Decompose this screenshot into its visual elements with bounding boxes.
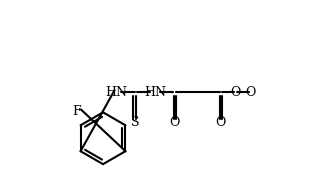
- Text: F: F: [72, 105, 80, 118]
- Text: O: O: [246, 86, 256, 99]
- Text: O: O: [215, 116, 225, 129]
- Text: O: O: [230, 86, 241, 99]
- Text: HN: HN: [106, 86, 128, 99]
- Text: HN: HN: [144, 86, 166, 99]
- Text: O: O: [169, 116, 179, 129]
- Text: S: S: [131, 116, 140, 129]
